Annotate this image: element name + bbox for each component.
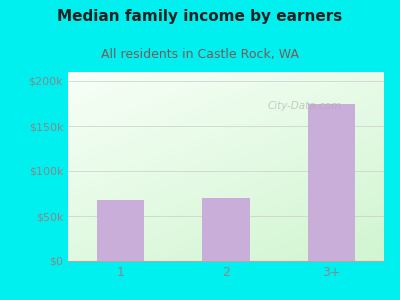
Bar (308, 103, 355, 261)
Text: City-Data.com: City-Data.com (267, 101, 341, 111)
Text: Median family income by earners: Median family income by earners (57, 9, 343, 24)
Text: All residents in Castle Rock, WA: All residents in Castle Rock, WA (101, 48, 299, 61)
Bar (97, 200, 144, 261)
Bar (202, 198, 250, 261)
